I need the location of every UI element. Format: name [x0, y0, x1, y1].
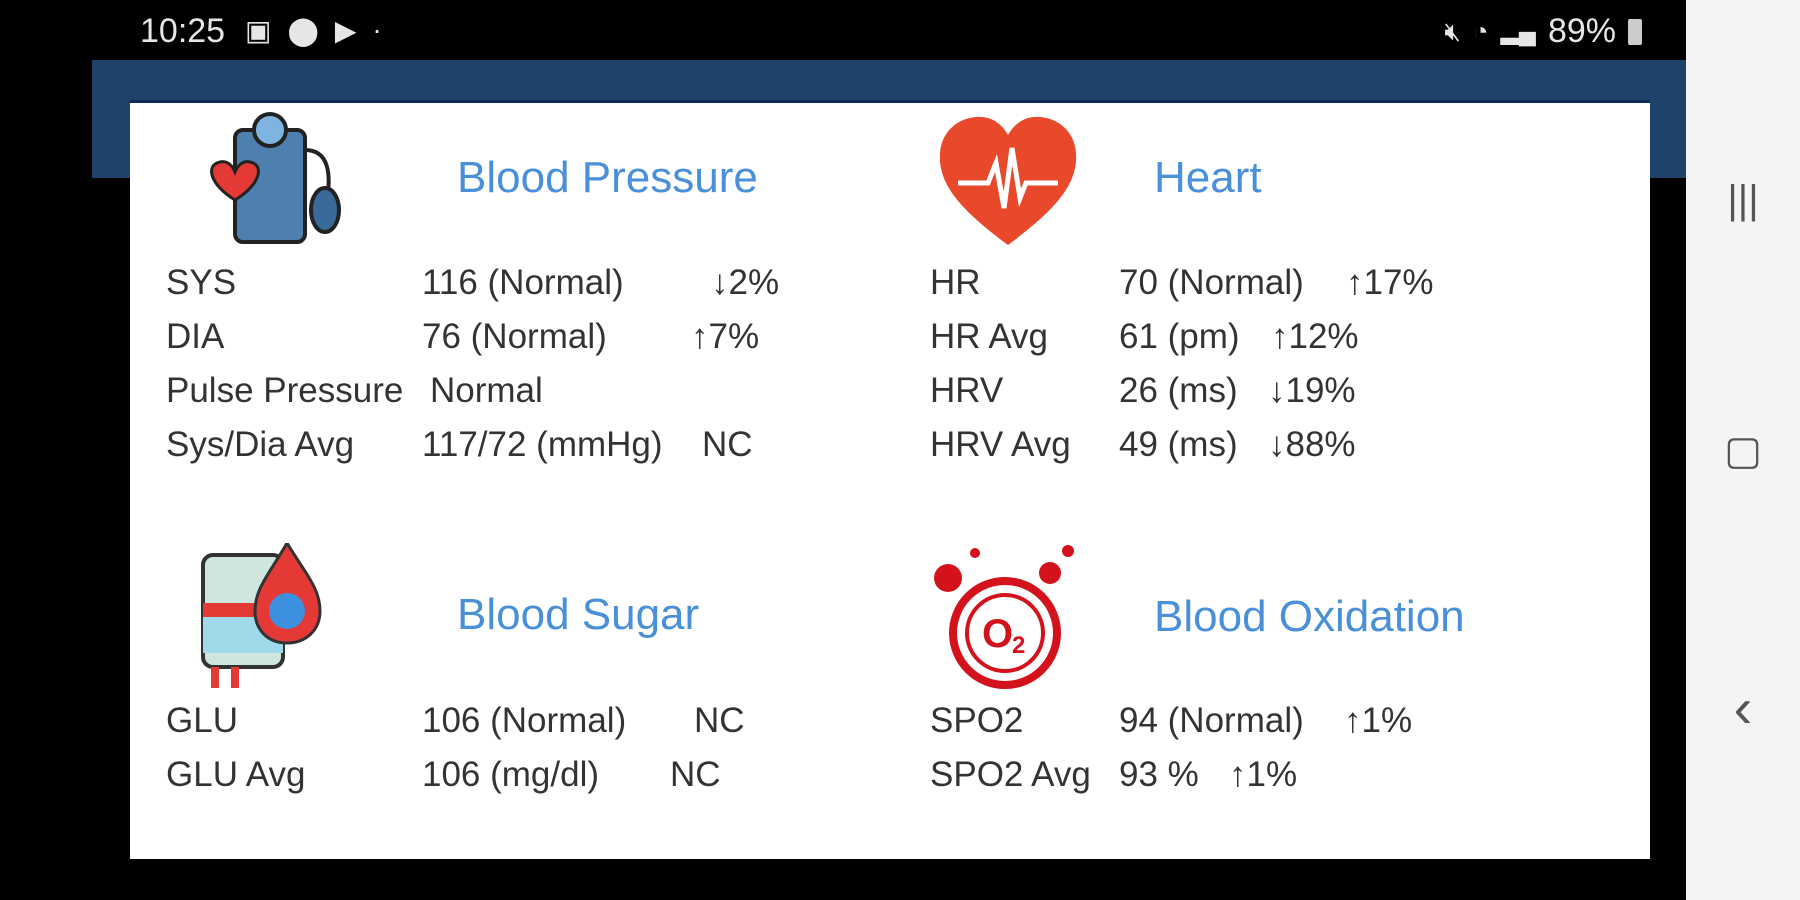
- row-value: 106 (Normal): [422, 701, 627, 740]
- row-label: GLU: [166, 701, 238, 740]
- row-value: Normal: [430, 371, 543, 410]
- row-change: ↓2%: [711, 263, 780, 302]
- row-value: 94 (Normal): [1119, 701, 1304, 740]
- battery-icon: [1628, 18, 1642, 45]
- svg-text:2: 2: [1012, 632, 1025, 659]
- row-label: SPO2 Avg: [930, 755, 1091, 794]
- row-value: 93 %: [1119, 755, 1199, 794]
- navigation-bar: ||| ▢ ‹: [1686, 0, 1800, 900]
- heart-title: Heart: [1154, 153, 1262, 202]
- back-button[interactable]: ‹: [1733, 676, 1753, 739]
- row-label: HR: [930, 263, 981, 302]
- row-label: Pulse Pressure: [166, 371, 404, 410]
- status-bar: 10:25 ▣ ⬤ ▶ · 🔇︎ ◔ ▂▄ 89%: [0, 0, 1686, 60]
- oxygen-icon: O 2: [934, 545, 1074, 689]
- row-change: ↑1%: [1229, 755, 1298, 794]
- battery-level: 89%: [1547, 12, 1616, 50]
- signal-icon: ▂▄: [1500, 18, 1536, 45]
- blood-sugar-title: Blood Sugar: [457, 590, 700, 639]
- mute-icon: 🔇︎: [1444, 15, 1461, 46]
- row-label: SPO2: [930, 701, 1024, 740]
- row-change: ↓19%: [1268, 371, 1356, 410]
- image-icon: ▣: [245, 15, 272, 46]
- blood-pressure-monitor-icon: [210, 112, 341, 244]
- svg-text:O: O: [982, 612, 1013, 656]
- row-change: ↑1%: [1344, 701, 1413, 740]
- home-button[interactable]: ▢: [1724, 429, 1762, 473]
- row-label: HRV: [930, 371, 1004, 410]
- row-change: ↑7%: [691, 317, 760, 356]
- location-icon: ⬤: [287, 15, 319, 46]
- clock: 10:25: [140, 12, 226, 50]
- row-label: HR Avg: [930, 317, 1049, 356]
- row-value: 70 (Normal): [1119, 263, 1304, 302]
- dot-icon: ·: [372, 14, 382, 45]
- blood-pressure-title: Blood Pressure: [457, 153, 758, 202]
- recents-button[interactable]: |||: [1727, 178, 1759, 222]
- row-value: 117/72 (mmHg): [422, 425, 663, 464]
- row-value: 106 (mg/dl): [422, 755, 600, 794]
- wifi-icon: ◔: [1472, 16, 1489, 46]
- row-change: ↑12%: [1271, 317, 1359, 356]
- row-label: DIA: [166, 317, 225, 356]
- row-change: NC: [702, 425, 753, 464]
- play-store-icon: ▶: [334, 15, 357, 46]
- row-label: Sys/Dia Avg: [166, 425, 355, 464]
- row-value: 61 (pm): [1119, 317, 1240, 356]
- health-summary-card: Blood Pressure Heart SYS 116 (Normal) ↓2% …: [130, 100, 1650, 859]
- row-change: ↓88%: [1268, 425, 1356, 464]
- row-change: NC: [670, 755, 721, 794]
- blood-oxidation-title: Blood Oxidation: [1154, 592, 1465, 641]
- row-change: NC: [694, 701, 745, 740]
- row-change: ↑17%: [1346, 263, 1434, 302]
- heart-rate-icon: [939, 116, 1077, 245]
- row-value: 76 (Normal): [422, 317, 607, 356]
- row-label: GLU Avg: [166, 755, 306, 794]
- row-label: SYS: [166, 263, 237, 302]
- row-value: 26 (ms): [1119, 371, 1238, 410]
- row-value: 49 (ms): [1119, 425, 1238, 464]
- blood-sugar-bag-icon: [201, 543, 322, 688]
- row-value: 116 (Normal): [422, 263, 624, 302]
- row-label: HRV Avg: [930, 425, 1071, 464]
